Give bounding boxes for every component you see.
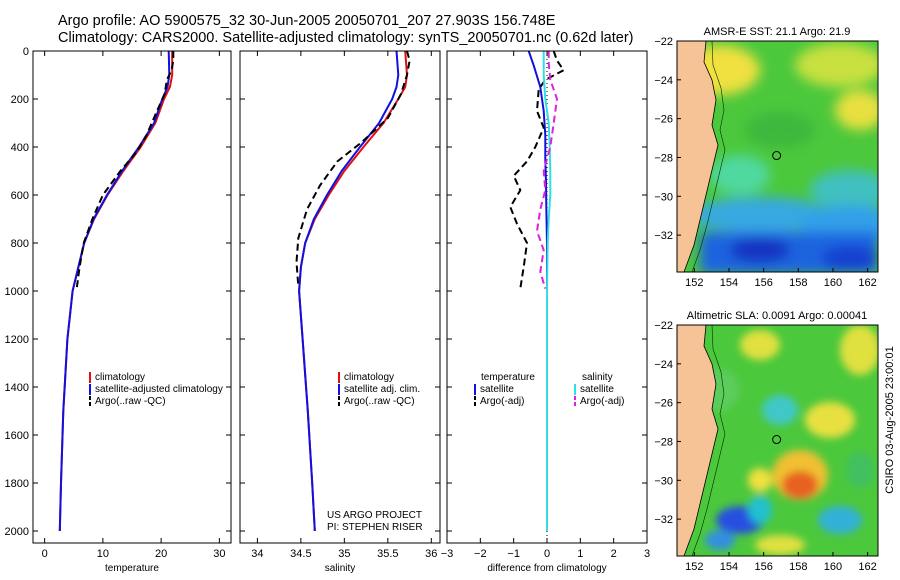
sal-frame [239, 50, 441, 544]
sla-map: Altimetric SLA: 0.0091 Argo: 0.00041 152… [654, 310, 879, 573]
sst-map-lon-label: 152 [685, 277, 703, 289]
sla-map-lat-label: −26 [654, 398, 673, 410]
sst-map-title: AMSR-E SST: 21.1 Argo: 21.9 [704, 26, 851, 38]
sst-map: AMSR-E SST: 21.1 Argo: 21.9 152 154 156 158… [654, 26, 879, 289]
diff-legend-sal-label: satellite [580, 384, 614, 395]
sla-map-lat-label: −28 [654, 436, 673, 448]
temp-legend-label: climatology [95, 372, 145, 383]
pressure-tick-label: 1600 [5, 430, 29, 442]
sst-map-lon-label: 154 [720, 277, 738, 289]
sst-map-lat-label: −26 [654, 114, 673, 126]
diff-legend-temperature-header: temperature [481, 372, 535, 383]
sst-map-lat-label: −30 [654, 191, 673, 203]
sla-map-lon-label: 152 [685, 561, 703, 573]
diff-legend-temp-label: satellite [480, 384, 514, 395]
temp-xtick-label: 30 [213, 548, 225, 560]
sla-map-lon-label: 156 [754, 561, 772, 573]
sal-xtick-label: 35 [338, 548, 350, 560]
diff-xtick-label: −1 [507, 548, 520, 560]
sal-xtick-label: 34.5 [290, 548, 311, 560]
temp-series-argo [75, 51, 175, 289]
sal-series-argo [295, 50, 411, 287]
temp-legend-label: satellite-adjusted climatology [95, 384, 223, 395]
temp-panel: 0 10 20 30 temperature 0 200 400 600 800 1000 1200 1… [5, 46, 232, 574]
diff-xtick-label: −2 [474, 548, 487, 560]
sla-map-lon-label: 158 [789, 561, 807, 573]
sst-map-lon-label: 160 [824, 277, 842, 289]
diff-legend-salinity-header: salinity [582, 372, 613, 383]
sal-panel: 34 34.5 35 35.5 36 salinity [239, 50, 441, 574]
pressure-tick-label: 1000 [5, 286, 29, 298]
diff-xtick-label: 2 [611, 548, 617, 560]
sla-map-lat-label: −32 [654, 514, 673, 526]
sla-map-lon-label: 160 [824, 561, 842, 573]
diff-xtick-label: 1 [577, 548, 583, 560]
sst-map-lat-label: −22 [654, 36, 673, 48]
sla-map-lat-label: −22 [654, 320, 673, 332]
sst-map-lon-label: 156 [754, 277, 772, 289]
sal-legend-label: climatology [344, 372, 394, 383]
sla-map-land [677, 325, 718, 556]
sst-map-argo-marker [772, 151, 782, 161]
sla-map-title: Altimetric SLA: 0.0091 Argo: 0.00041 [687, 310, 867, 322]
temp-frame [32, 50, 232, 544]
temp-xlabel: temperature [105, 563, 159, 574]
diff-xtick-label: 0 [544, 548, 550, 560]
pressure-tick-label: 600 [11, 190, 29, 202]
temp-series-climatology [58, 51, 174, 532]
pressure-tick-label: 200 [11, 94, 29, 106]
pressure-tick-label: 1800 [5, 478, 29, 490]
sla-map-lat-label: −30 [654, 475, 673, 487]
sal-series-climatology [298, 50, 408, 532]
diff-series-salinity-argo-adj- [536, 51, 558, 289]
diff-legend-temp-label: Argo(-adj) [480, 396, 524, 407]
figure-title-line2: Climatology: CARS2000. Satellite-adjuste… [58, 30, 634, 46]
sst-map-lat-label: −32 [654, 230, 673, 242]
pressure-tick-label: 1200 [5, 334, 29, 346]
pressure-tick-label: 0 [23, 46, 29, 58]
project-annotation-line: US ARGO PROJECT [327, 510, 422, 521]
pressure-tick-label: 2000 [5, 526, 29, 538]
temp-xtick-label: 10 [97, 548, 109, 560]
diff-series-salinity-satellite [542, 51, 552, 531]
temp-series-satellite [58, 50, 171, 532]
sst-map-lat-label: −28 [654, 152, 673, 164]
sal-xtick-label: 36 [425, 548, 437, 560]
sal-series-satellite [298, 50, 400, 532]
diff-xlabel: difference from climatology [487, 563, 606, 574]
sal-xtick-label: 34 [251, 548, 263, 560]
sal-xlabel: salinity [325, 563, 356, 574]
diff-xtick-label: 3 [644, 548, 650, 560]
sst-map-lat-label: −24 [654, 75, 673, 87]
project-annotation-line: PI: STEPHEN RISER [327, 522, 423, 533]
pressure-tick-label: 800 [11, 238, 29, 250]
temp-xtick-label: 0 [42, 548, 48, 560]
sal-legend-label: Argo(..raw -QC) [344, 396, 415, 407]
sla-map-lat-label: −24 [654, 359, 673, 371]
diff-xtick-label: −3 [441, 548, 454, 560]
sla-map-lon-label: 154 [720, 561, 738, 573]
sst-map-lon-label: 158 [789, 277, 807, 289]
sla-map-argo-marker [772, 435, 782, 445]
sla-map-lon-label: 162 [858, 561, 876, 573]
pressure-tick-label: 400 [11, 142, 29, 154]
temp-xtick-label: 20 [155, 548, 167, 560]
side-timestamp: CSIRO 03-Aug-2005 23:00:01 [884, 346, 896, 493]
sst-map-land [677, 41, 718, 272]
diff-panel: −3 −2 −1 0 1 2 3 difference from climatology [441, 50, 650, 574]
sal-xtick-label: 35.5 [377, 548, 398, 560]
pressure-tick-label: 1400 [5, 382, 29, 394]
diff-series-temperature-argo-adj- [509, 50, 565, 289]
diff-legend-sal-label: Argo(-adj) [580, 396, 624, 407]
sal-legend-label: satellite adj. clim. [344, 384, 420, 395]
temp-legend-label: Argo(..raw -QC) [95, 396, 166, 407]
diff-series-temperature-satellite [527, 50, 548, 531]
figure-title-line1: Argo profile: AO 5900575_32 30-Jun-2005 … [58, 13, 556, 29]
sst-map-lon-label: 162 [858, 277, 876, 289]
